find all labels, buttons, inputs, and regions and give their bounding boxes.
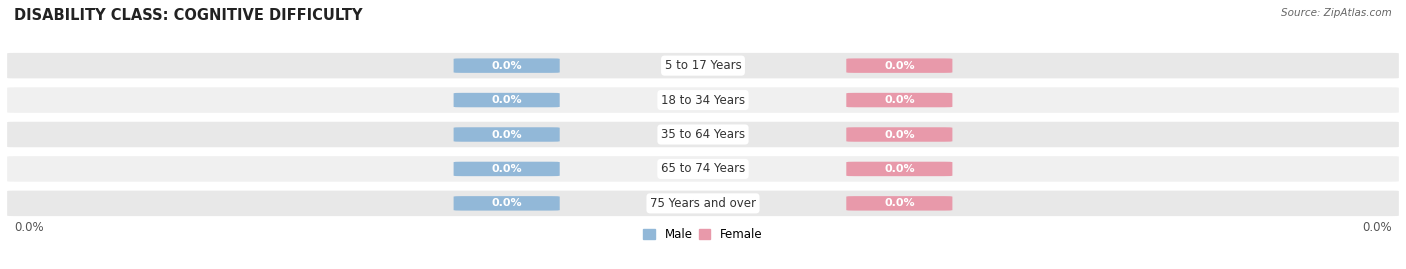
Text: 5 to 17 Years: 5 to 17 Years <box>665 59 741 72</box>
Text: 0.0%: 0.0% <box>884 198 915 208</box>
Text: 0.0%: 0.0% <box>491 164 522 174</box>
Text: 0.0%: 0.0% <box>884 95 915 105</box>
Text: 0.0%: 0.0% <box>884 129 915 140</box>
FancyBboxPatch shape <box>7 53 1399 78</box>
FancyBboxPatch shape <box>846 93 952 107</box>
Text: 18 to 34 Years: 18 to 34 Years <box>661 94 745 107</box>
Text: 0.0%: 0.0% <box>884 164 915 174</box>
Text: 75 Years and over: 75 Years and over <box>650 197 756 210</box>
Text: DISABILITY CLASS: COGNITIVE DIFFICULTY: DISABILITY CLASS: COGNITIVE DIFFICULTY <box>14 8 363 23</box>
Text: Source: ZipAtlas.com: Source: ZipAtlas.com <box>1281 8 1392 18</box>
FancyBboxPatch shape <box>846 127 952 142</box>
Text: 0.0%: 0.0% <box>491 129 522 140</box>
Text: 0.0%: 0.0% <box>491 95 522 105</box>
Text: 0.0%: 0.0% <box>1362 221 1392 233</box>
FancyBboxPatch shape <box>846 58 952 73</box>
Text: 0.0%: 0.0% <box>14 221 44 233</box>
FancyBboxPatch shape <box>454 196 560 211</box>
FancyBboxPatch shape <box>7 156 1399 182</box>
FancyBboxPatch shape <box>454 162 560 176</box>
Legend: Male, Female: Male, Female <box>638 223 768 246</box>
FancyBboxPatch shape <box>7 87 1399 113</box>
Text: 0.0%: 0.0% <box>491 61 522 71</box>
FancyBboxPatch shape <box>846 196 952 211</box>
FancyBboxPatch shape <box>454 93 560 107</box>
Text: 65 to 74 Years: 65 to 74 Years <box>661 162 745 175</box>
Text: 0.0%: 0.0% <box>884 61 915 71</box>
Text: 0.0%: 0.0% <box>491 198 522 208</box>
FancyBboxPatch shape <box>7 122 1399 147</box>
FancyBboxPatch shape <box>454 58 560 73</box>
Text: 35 to 64 Years: 35 to 64 Years <box>661 128 745 141</box>
FancyBboxPatch shape <box>454 127 560 142</box>
FancyBboxPatch shape <box>7 191 1399 216</box>
FancyBboxPatch shape <box>846 162 952 176</box>
